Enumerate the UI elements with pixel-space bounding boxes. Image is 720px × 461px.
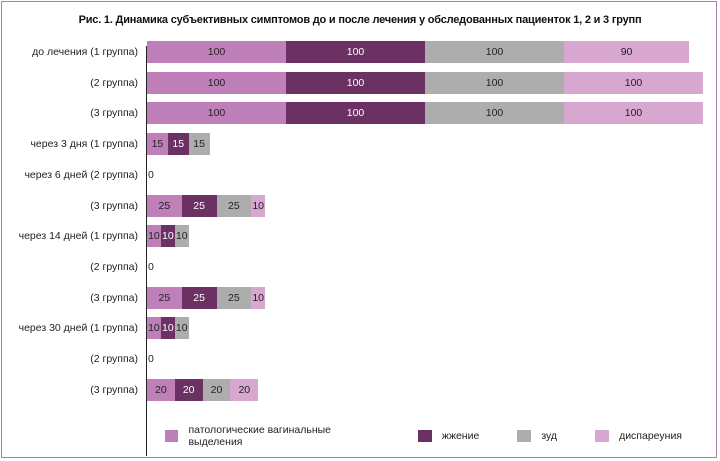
category-label: через 3 дня (1 группа): [30, 138, 138, 151]
data-label: 20: [182, 383, 195, 396]
bar-segment: 90: [564, 41, 690, 63]
data-label: 0: [148, 353, 154, 365]
data-label: 25: [228, 199, 240, 212]
data-label: 15: [193, 138, 205, 151]
bar-segment: 100: [425, 71, 564, 94]
data-label: 100: [207, 46, 226, 58]
data-label: 10: [148, 322, 160, 335]
bar-segment: 25: [147, 286, 182, 309]
data-label: 10: [161, 230, 174, 243]
data-label: 10: [175, 322, 188, 335]
data-label: 100: [624, 107, 643, 120]
data-label: 100: [346, 76, 365, 89]
data-label: 25: [193, 291, 205, 304]
data-label: 25: [228, 291, 240, 304]
category-label: через 30 дней (1 группа): [18, 322, 138, 335]
data-label: 10: [252, 291, 265, 304]
category-label: (2 группа): [90, 76, 138, 89]
category-label: (2 группа): [90, 353, 138, 365]
bar-segment: 100: [286, 71, 425, 94]
chart-title: Рис. 1. Динамика субъективных симптомов …: [78, 14, 642, 26]
category-label: (3 группа): [90, 107, 138, 120]
data-label: 100: [485, 76, 504, 89]
bar-segment: 100: [286, 102, 425, 125]
legend-label: зуд: [541, 430, 558, 442]
legend-swatch: [517, 430, 532, 442]
bar-segment: 25: [216, 286, 252, 309]
bar-segment: 25: [147, 194, 182, 217]
data-label: 10: [148, 230, 160, 243]
bar-segment: 10: [174, 317, 189, 340]
data-label: 25: [193, 199, 205, 212]
y-axis-line: [146, 46, 147, 456]
bar-segment: 20: [230, 378, 259, 401]
bar-segment: 20: [174, 378, 203, 401]
data-label: 10: [252, 199, 265, 212]
bar-segment: 10: [147, 317, 161, 340]
bar-segment: 25: [216, 194, 252, 217]
bar-segment: 15: [167, 133, 189, 156]
category-label: (3 группа): [90, 383, 138, 396]
data-label: 15: [172, 138, 185, 151]
bar-segment: 10: [160, 225, 175, 248]
bar-segment: 100: [564, 102, 703, 125]
data-label: 90: [620, 46, 633, 58]
bar-segment: 20: [202, 378, 231, 401]
category-label: через 6 дней (2 группа): [24, 168, 138, 181]
category-label: до лечения (1 группа): [32, 46, 138, 58]
data-label: 100: [207, 107, 226, 120]
legend-item: зуд: [517, 430, 557, 442]
bar-segment: 100: [147, 41, 286, 63]
bar-segment: 15: [188, 133, 210, 156]
category-label: (3 группа): [90, 291, 138, 304]
data-label: 20: [238, 383, 251, 396]
bar-segment: 10: [147, 225, 161, 248]
legend-swatch: [417, 430, 432, 442]
bar-segment: 100: [425, 102, 564, 125]
bar-segment: 100: [147, 102, 286, 125]
data-label: 0: [148, 168, 154, 181]
category-label: (3 группа): [90, 199, 138, 212]
bar-segment: 100: [564, 71, 703, 94]
legend: патологические вагинальные выделения жжен…: [165, 424, 720, 448]
bar-segment: 10: [174, 225, 189, 248]
bar-segment: 100: [147, 71, 286, 94]
legend-item: жжение: [417, 430, 480, 442]
data-label: 100: [207, 76, 226, 89]
data-label: 100: [485, 46, 504, 58]
data-label: 10: [161, 322, 174, 335]
legend-label: жжение: [441, 430, 480, 442]
legend-label: патологические вагинальные выделения: [188, 424, 332, 448]
bar-segment: 100: [425, 41, 564, 63]
legend-item: диспареуния: [595, 430, 682, 442]
bar-segment: 15: [147, 133, 168, 156]
legend-swatch: [165, 430, 179, 442]
bar-segment: 100: [286, 41, 425, 63]
data-label: 15: [151, 138, 164, 151]
bar-segment: 10: [160, 317, 175, 340]
data-label: 0: [148, 260, 154, 273]
bar-segment: 25: [181, 194, 217, 217]
bar-segment: 10: [251, 194, 266, 217]
legend-swatch: [595, 430, 610, 442]
data-label: 100: [624, 76, 643, 89]
data-label: 25: [158, 291, 171, 304]
legend-item: патологические вагинальные выделения: [165, 424, 380, 448]
data-label: 10: [175, 230, 188, 243]
category-label: через 14 дней (1 группа): [18, 230, 138, 243]
data-label: 25: [158, 199, 171, 212]
data-label: 20: [210, 383, 223, 396]
bar-segment: 10: [251, 286, 266, 309]
bar-segment: 25: [181, 286, 217, 309]
legend-label: диспареуния: [619, 430, 682, 442]
data-label: 100: [346, 107, 365, 120]
data-label: 100: [346, 46, 365, 58]
bar-segment: 20: [147, 378, 175, 401]
data-label: 100: [485, 107, 504, 120]
category-label: (2 группа): [90, 260, 138, 273]
data-label: 20: [155, 383, 167, 396]
